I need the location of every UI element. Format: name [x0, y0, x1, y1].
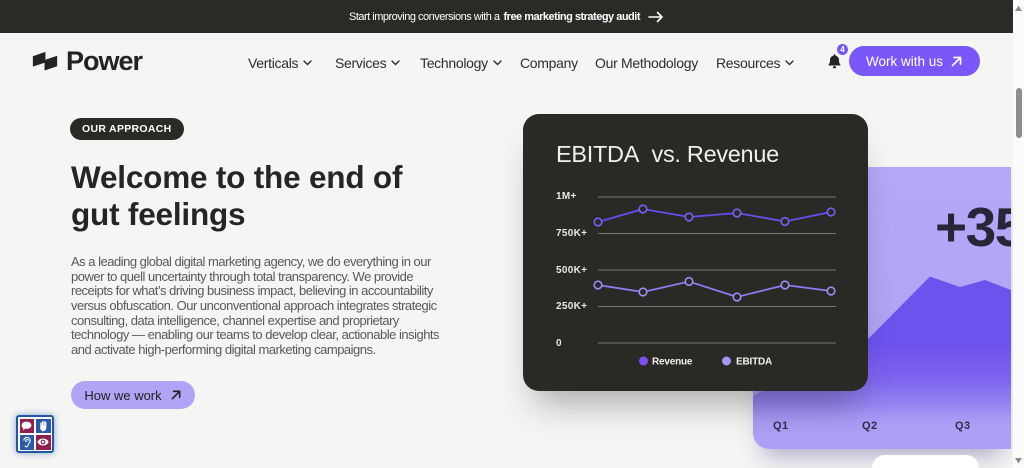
svg-text:Revenue: Revenue — [652, 357, 693, 368]
svg-text:EBITDA: EBITDA — [736, 357, 772, 368]
